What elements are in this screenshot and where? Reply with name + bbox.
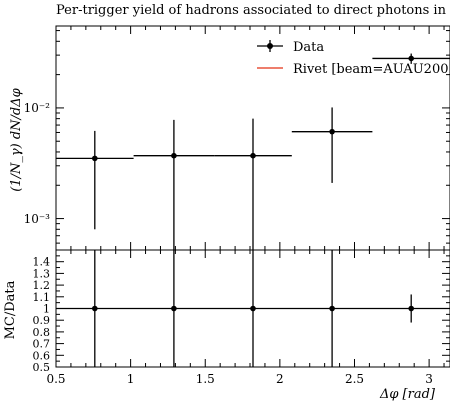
- ratio-y-tick-label: 1.1: [33, 291, 51, 304]
- y-tick-label-1e-3: 10⁻³: [24, 212, 51, 226]
- data-point-2: [133, 119, 215, 250]
- x-axis-label: Δφ [rad]: [379, 387, 436, 402]
- main-panel: (1/N_γ) dN/dΔφ 10⁻² 10⁻³ Data Rivet [bea…: [9, 25, 450, 251]
- ratio-panel: 0.50.60.70.80.911.11.21.31.40.5 1 1.5 2 2.5 3…: [3, 249, 450, 402]
- ratio-y-tick-label: 1.4: [33, 256, 51, 269]
- x-tick-label: 2.5: [345, 372, 364, 386]
- y-tick-label-1e-2: 10⁻²: [24, 101, 51, 115]
- legend-rivet-label: Rivet [beam=AUAU200] [d: [293, 62, 450, 77]
- ratio-y-tick-label: 0.7: [33, 338, 51, 351]
- ratio-axis-ticks: 0.50.60.70.80.911.11.21.31.40.5 1 1.5 2 2.5 3: [33, 250, 450, 386]
- data-point-3: [214, 118, 292, 250]
- ratio-y-tick-label: 1.3: [33, 267, 51, 280]
- ratio-y-axis-label: MC/Data: [3, 280, 18, 339]
- ratio-marker: [171, 305, 177, 312]
- legend: Data Rivet [beam=AUAU200] [d: [257, 40, 450, 77]
- main-y-axis-label: (1/N_γ) dN/dΔφ: [9, 87, 24, 191]
- data-point-1: [56, 130, 134, 230]
- data-marker: [408, 55, 414, 62]
- ratio-marker: [250, 305, 256, 312]
- ratio-marker: [408, 305, 414, 312]
- data-marker: [329, 128, 335, 135]
- data-marker: [171, 152, 177, 159]
- ratio-y-tick-label: 0.5: [33, 361, 51, 374]
- legend-data-marker-dot: [267, 43, 273, 49]
- ratio-y-tick-label: 1: [43, 303, 50, 316]
- chart-title: Per-trigger yield of hadrons associated …: [56, 3, 450, 18]
- legend-data-label: Data: [293, 40, 324, 55]
- x-tick-label: 3: [425, 372, 433, 386]
- ratio-point-4: [329, 250, 335, 367]
- main-axis-ticks: [55, 26, 450, 250]
- main-data-points: [56, 53, 450, 250]
- ratio-point-3: [250, 250, 256, 367]
- ratio-marker: [329, 305, 335, 312]
- ratio-y-tick-label: 0.8: [33, 326, 51, 339]
- x-tick-label: 1: [127, 372, 135, 386]
- data-point-4: [291, 107, 373, 183]
- x-tick-label: 0.5: [46, 372, 65, 386]
- x-tick-label: 2: [276, 372, 284, 386]
- data-marker: [250, 152, 256, 159]
- x-tick-label: 1.5: [196, 372, 215, 386]
- ratio-y-tick-label: 1.2: [33, 279, 51, 292]
- ratio-y-tick-label: 0.9: [33, 314, 51, 327]
- ratio-point-2: [171, 250, 177, 367]
- ratio-y-tick-label: 0.6: [33, 349, 51, 362]
- ratio-marker: [92, 305, 98, 312]
- ratio-point-5: [408, 294, 414, 323]
- ratio-point-1: [92, 250, 98, 367]
- data-point-5: [372, 53, 450, 64]
- ratio-data-points: [92, 250, 414, 367]
- data-marker: [92, 155, 98, 162]
